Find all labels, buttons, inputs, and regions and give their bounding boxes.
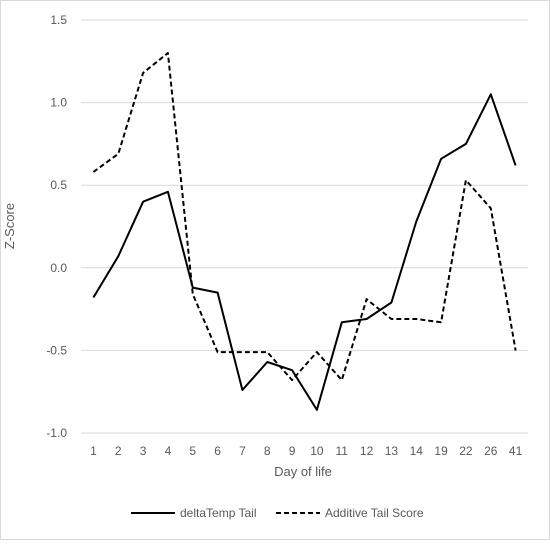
legend-label: deltaTemp Tail [180, 506, 257, 520]
x-tick-label: 3 [140, 444, 147, 458]
x-tick-label: 12 [360, 444, 374, 458]
y-tick-label: 0.5 [50, 178, 67, 192]
x-tick-label: 2 [115, 444, 122, 458]
series-line-additive-tail-score [92, 52, 517, 382]
legend-label: Additive Tail Score [325, 506, 424, 520]
x-tick-label: 8 [264, 444, 271, 458]
x-axis-label: Day of life [274, 464, 332, 479]
y-axis-label: Z-Score [2, 203, 17, 249]
x-tick-label: 9 [289, 444, 296, 458]
x-tick-label: 13 [385, 444, 399, 458]
legend: deltaTemp Tail Additive Tail Score [131, 506, 424, 520]
x-tick-label: 10 [310, 444, 324, 458]
x-tick-label: 22 [459, 444, 473, 458]
x-tick-label: 41 [509, 444, 523, 458]
x-tick-label: 7 [239, 444, 246, 458]
y-tick-label: -0.5 [46, 343, 67, 357]
x-tick-label: 5 [189, 444, 196, 458]
x-tick-label: 11 [336, 444, 349, 458]
y-tick-label: -1.0 [46, 426, 67, 440]
x-tick-label: 14 [410, 444, 424, 458]
y-tick-label: 1.0 [50, 96, 67, 110]
x-tick-label: 19 [434, 444, 448, 458]
y-tick-labels: -1.0 -0.5 0.0 0.5 1.0 1.5 [46, 13, 67, 440]
series-lines [92, 52, 517, 411]
x-tick-label: 4 [165, 444, 172, 458]
x-tick-labels: 1 2 3 4 5 6 7 8 9 10 11 12 13 14 19 22 26 41 [90, 444, 523, 458]
series-line-deltatemp-tail [92, 93, 517, 411]
y-tick-label: 0.0 [50, 261, 67, 275]
x-tick-label: 26 [484, 444, 498, 458]
grid-lines [81, 19, 528, 434]
x-tick-label: 6 [214, 444, 221, 458]
x-tick-label: 1 [90, 444, 97, 458]
y-tick-label: 1.5 [50, 13, 67, 27]
